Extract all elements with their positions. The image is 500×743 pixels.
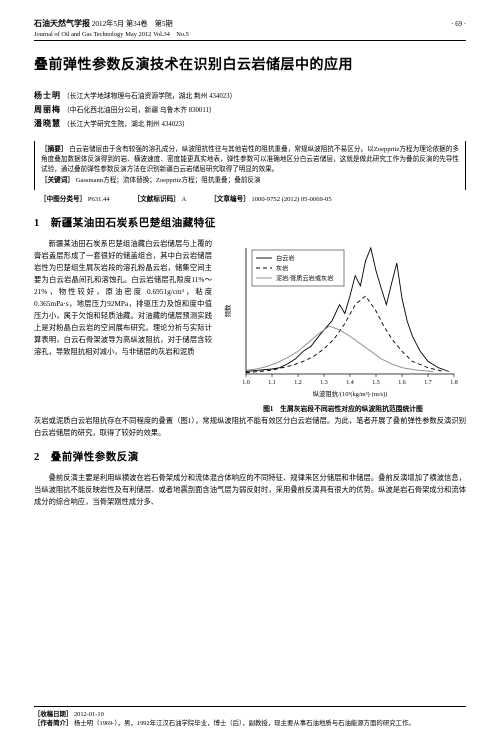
sec-num: 2 [34,452,40,463]
figure-1-caption: 图1 生屑灰岩段不同岩性对应的纵波阻抗范围统计图 [220,403,466,413]
figure-1-chart: 1.0 1.1 1.2 1.3 1.4 1.5 1.6 1.7 1.8 纵波阻抗/(10³(kg/… [220,242,460,400]
author-line: 潘晓慧 （长江大学研究生院，湖北 荆州 434023） [34,118,466,129]
author-name: 杨士明 [34,91,61,100]
after-figure-text: 灰岩或泥质白云岩阻抗存在不同程度的叠置（图1），常规纵波阻抗不能有效区分白云岩储… [34,415,466,439]
received-line: ［收稿日期］ 2012-01-10 [34,710,466,720]
sec2-para: 叠前反演主要是利用纵横波在岩石骨架成分和流体混合体响应的不同特征、规律来区分储层… [34,472,466,508]
kw-text: Gassmann方程；流体替换；Zoeppritz方程；阻抗重叠；叠前反演 [76,177,261,184]
sec1-para: 新疆某油田石炭系巴楚组油藏白云岩储层与上覆的膏岩盖层形成了一套很好的储盖组合，其… [34,238,212,358]
recv-date: 2012-01-10 [74,711,104,718]
keywords-line: ［关键词］ Gassmann方程；流体替换；Zoeppritz方程；阻抗重叠；叠… [41,176,459,186]
abstract-body: 白云岩储层由于含有较强的溶孔成分，纵波阻抗性往与其他岩性的阻抗重叠，常规纵波阻抗… [41,146,459,173]
doc-code: ［文献标识码］ A [134,193,187,203]
running-head: 石油天然气学报 2012年5月 第34卷 第5期 Journal of Oil … [34,18,466,41]
author-affil: （长江大学地球物理与石油资源学院，湖北 荆州 434023） [63,93,236,100]
sec-title: 叠前弹性参数反演 [51,452,139,463]
svg-text:1.5: 1.5 [372,380,380,386]
svg-text:纵波阻抗/(10³(kg/m³)·(m/s)): 纵波阻抗/(10³(kg/m³)·(m/s)) [313,389,388,398]
artno-label: ［文章编号］ [210,196,250,203]
doc-value: A [181,196,186,203]
recv-label: ［收稿日期］ [34,711,72,718]
classification-line: ［中图分类号］ P631.44 ［文献标识码］ A ［文章编号］ 1000-97… [40,193,466,203]
svg-text:白云岩: 白云岩 [276,254,295,262]
bio-label: ［作者简介］ [34,720,72,727]
author-affil: （中石化西北油田分公司，新疆 乌鲁木齐 830011） [63,107,216,114]
abstract-text: ［摘要］ 白云岩储层由于含有较强的溶孔成分，纵波阻抗性往与其他岩性的阻抗重叠，常… [41,145,459,176]
doc-label: ［文献标识码］ [134,196,180,203]
sec-title: 新疆某油田石炭系巴楚组油藏特征 [51,218,216,229]
article-no: ［文章编号］ 1000-9752 (2012) 05-0069-05 [210,193,331,203]
author-name: 周丽梅 [34,105,61,114]
clc-label: ［中图分类号］ [40,196,86,203]
author-bio-line: ［作者简介］ 杨士明（1969-），男，1992年江汉石油学院毕业，博士（后），… [34,719,466,729]
page-number: · 69 · [451,21,466,28]
vol-en: Vol.34 No.5 [153,31,189,38]
clc-value: P631.44 [88,196,110,203]
section-1-head: 1 新疆某油田石炭系巴楚组油藏特征 [34,215,466,230]
svg-text:1.0: 1.0 [242,380,250,386]
footer: ［收稿日期］ 2012-01-10 ［作者简介］ 杨士明（1969-），男，19… [34,706,466,729]
clc: ［中图分类号］ P631.44 [40,193,110,203]
svg-text:1.7: 1.7 [424,380,432,386]
two-column-region: 新疆某油田石炭系巴楚组油藏白云岩储层与上覆的膏岩盖层形成了一套很好的储盖组合，其… [34,238,466,413]
date-cn: 2012年5月 [92,20,124,28]
kw-label: ［关键词］ [41,177,74,184]
author-affil: （长江大学研究生院，湖北 荆州 434023） [63,121,189,128]
abstract-box: ［摘要］ 白云岩储层由于含有较强的溶孔成分，纵波阻抗性往与其他岩性的阻抗重叠，常… [34,141,466,190]
svg-text:1.3: 1.3 [320,380,328,386]
svg-text:1.8: 1.8 [450,380,458,386]
section-2-head: 2 叠前弹性参数反演 [34,449,466,464]
paper-title: 叠前弹性参数反演技术在识别白云岩储层中的应用 [34,57,466,76]
svg-text:频数: 频数 [223,304,232,317]
date-en: May 2012 [125,31,151,38]
author-line: 周丽梅 （中石化西北油田分公司，新疆 乌鲁木齐 830011） [34,104,466,115]
bio-text: 杨士明（1969-），男，1992年江汉石油学院毕业，博士（后），副教授，现主要… [74,720,415,727]
author-block: 杨士明 （长江大学地球物理与石油资源学院，湖北 荆州 434023） 周丽梅 （… [34,90,466,129]
svg-text:1.4: 1.4 [346,380,354,386]
abstract-label: ［摘要］ [41,146,68,153]
svg-text:1.2: 1.2 [294,380,302,386]
sec-num: 1 [34,218,40,229]
svg-text:泥岩/膏质云岩或灰岩: 泥岩/膏质云岩或灰岩 [276,274,333,282]
journal-en: Journal of Oil and Gas Technology [34,31,123,38]
journal-cn: 石油天然气学报 [34,19,90,28]
journal-info: 石油天然气学报 2012年5月 第34卷 第5期 Journal of Oil … [34,18,189,38]
svg-text:1.6: 1.6 [398,380,406,386]
svg-text:1.1: 1.1 [268,380,276,386]
author-name: 潘晓慧 [34,119,61,128]
svg-text:灰岩: 灰岩 [276,264,288,272]
author-line: 杨士明 （长江大学地球物理与石油资源学院，湖北 荆州 434023） [34,90,466,101]
artno-value: 1000-9752 (2012) 05-0069-05 [251,196,331,203]
vol-cn: 第34卷 第5期 [126,20,173,28]
impedance-histogram-svg: 1.0 1.1 1.2 1.3 1.4 1.5 1.6 1.7 1.8 纵波阻抗/(10³(kg/… [220,242,460,400]
